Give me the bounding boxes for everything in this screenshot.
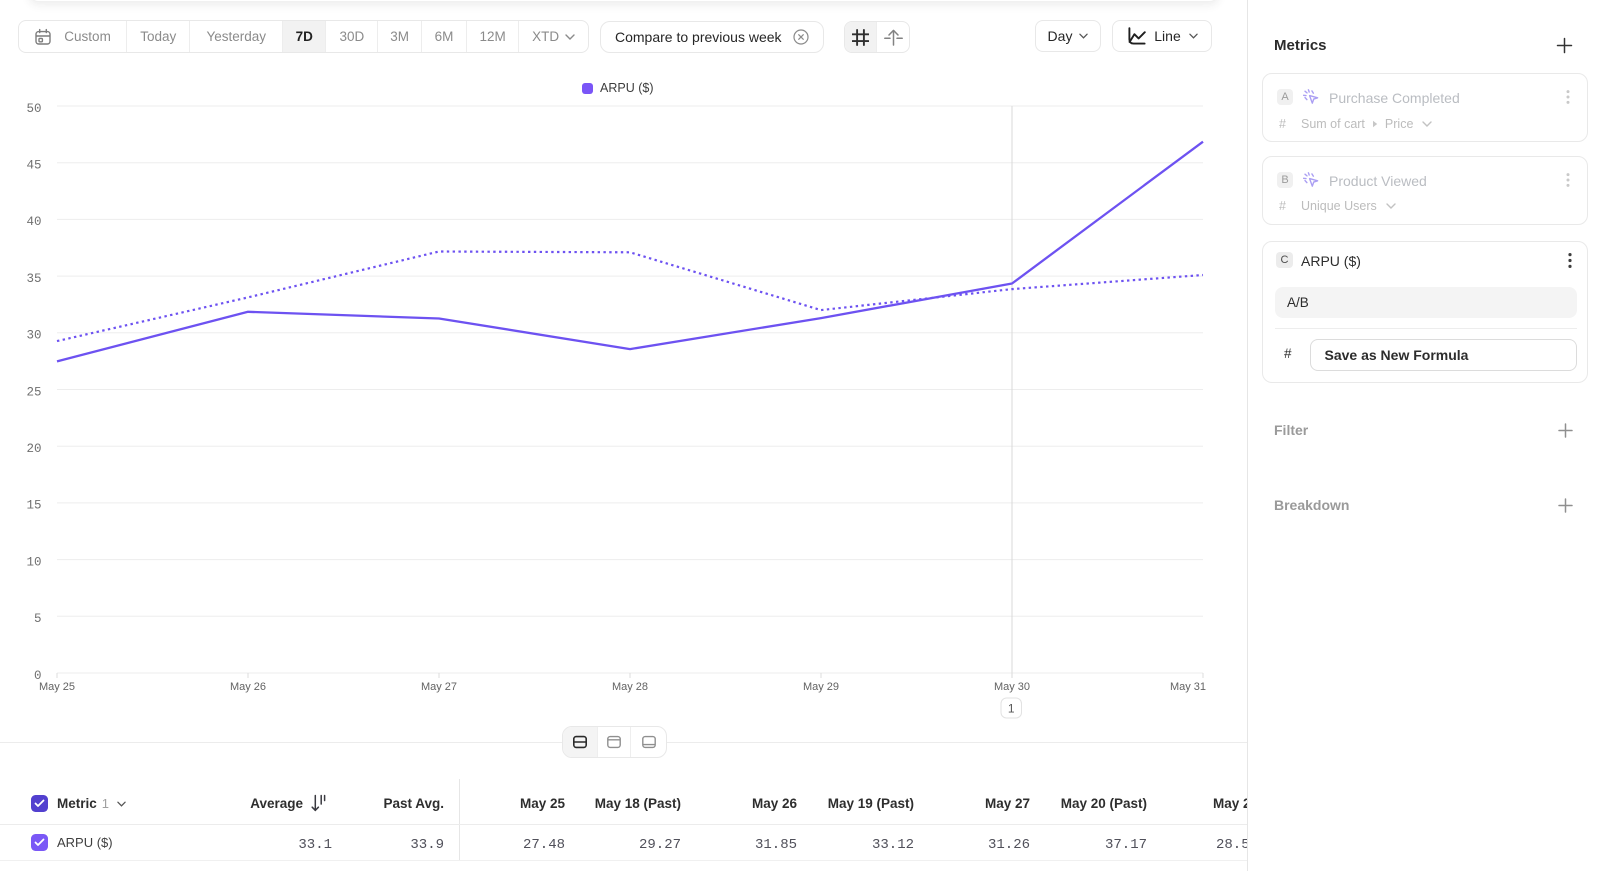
svg-text:30: 30 bbox=[26, 329, 41, 343]
svg-text:40: 40 bbox=[26, 215, 41, 229]
svg-text:35: 35 bbox=[26, 272, 41, 286]
svg-text:20: 20 bbox=[26, 442, 41, 456]
svg-text:0: 0 bbox=[34, 669, 42, 683]
svg-text:May 29: May 29 bbox=[803, 681, 839, 693]
svg-text:May 28: May 28 bbox=[612, 681, 648, 693]
svg-text:45: 45 bbox=[26, 159, 41, 173]
svg-text:25: 25 bbox=[26, 385, 41, 399]
svg-text:May 27: May 27 bbox=[421, 681, 457, 693]
svg-text:50: 50 bbox=[26, 102, 41, 116]
svg-text:May 31: May 31 bbox=[1170, 681, 1206, 693]
svg-text:15: 15 bbox=[26, 499, 41, 513]
svg-text:May 25: May 25 bbox=[39, 681, 75, 693]
svg-text:May 30: May 30 bbox=[994, 681, 1030, 693]
svg-text:10: 10 bbox=[26, 555, 41, 569]
svg-text:May 26: May 26 bbox=[230, 681, 266, 693]
svg-text:1: 1 bbox=[1008, 702, 1015, 716]
svg-text:5: 5 bbox=[34, 612, 42, 626]
